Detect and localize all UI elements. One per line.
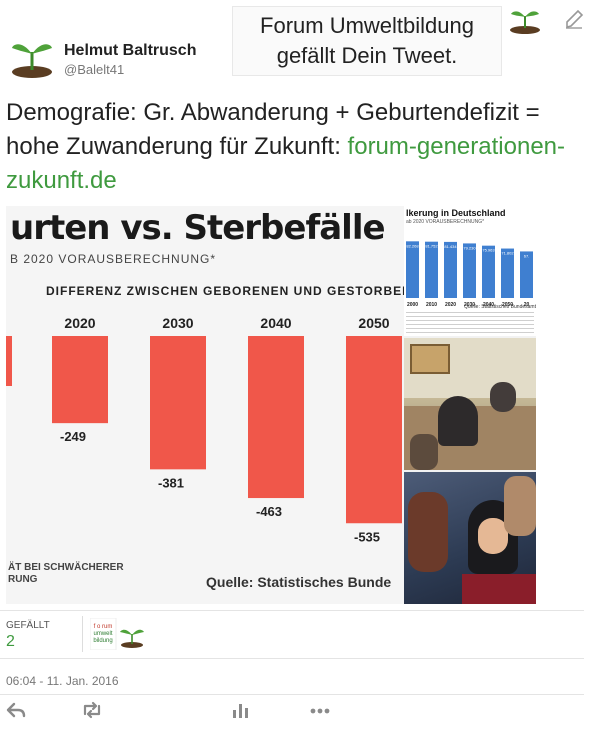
chart-category-label: 2030 [162,315,193,331]
mini-chart-value-label: 67. [524,253,530,258]
tweet-media[interactable]: urten vs. Sterbefälle B 2020 VORAUSBEREC… [6,206,536,604]
mini-chart-value-label: 71.802 [501,251,514,256]
svg-text:bildung: bildung [93,638,112,644]
chart-value-label: -249 [60,429,86,444]
likes-separator [82,616,83,652]
mini-chart-bar [425,241,438,298]
divider-bottom [0,694,584,695]
chart-source: Quelle: Statistisches Bunde [206,574,392,590]
mini-chart-description [406,312,534,334]
divider-middle [0,658,584,659]
people-photo [404,472,536,604]
mini-chart-category-label: 2020 [445,302,456,308]
analytics-icon [233,704,248,718]
chart-header: DIFFERENZ ZWISCHEN GEBORENEN UND GESTORB… [46,284,421,298]
mini-chart-bar [406,241,419,298]
chart-value-label: -463 [256,504,282,519]
compose-icon[interactable] [564,8,584,30]
mini-chart-value-label: 81.434 [444,244,457,249]
liker-avatar[interactable]: f o rum umwelt bildung [90,618,146,650]
reply-icon [6,702,26,718]
population-chart: lkerung in Deutschland ab 2020 VORAUSBER… [404,206,536,336]
divider-top [0,610,584,611]
more-button[interactable] [308,698,332,722]
mini-chart-bar [482,245,495,298]
chart-note: ÄT BEI SCHWÄCHERER RUNG [8,562,124,586]
chart-bar [150,336,206,470]
mini-chart-bar [501,248,514,298]
reply-button[interactable] [6,698,26,722]
mini-chart-source: Quelle: Statistisches Bundesamt [464,304,536,310]
tweet-link[interactable]: forum-generationen-zukunft.de [6,133,565,194]
chart-title: urten vs. Sterbefälle [10,208,386,248]
analytics-button[interactable] [230,698,250,722]
chart-value-label: -381 [158,475,184,490]
chart-category-label: 2020 [64,315,95,331]
chart-note-line-1: ÄT BEI SCHWÄCHERER [8,562,124,573]
chart-bar [248,336,304,499]
chart-bar [346,336,402,524]
mini-chart-bar [520,251,533,298]
birth-death-chart: urten vs. Sterbefälle B 2020 VORAUSBEREC… [6,206,420,604]
author-handle[interactable]: @Balelt41 [64,62,125,77]
likes-label: GEFÄLLT [6,620,50,631]
mini-chart-value-label: 81.752 [425,244,438,249]
author-avatar[interactable] [8,32,56,80]
chart-category-label: 2050 [358,315,389,331]
author-name[interactable]: Helmut Baltrusch [64,42,197,59]
mini-chart-category-label: 2030 [464,302,475,308]
tweet-text: Demografie: Gr. Abwanderung + Geburtende… [6,96,566,198]
chart-category-label: 2040 [260,315,291,331]
chart-plot: 2020 -249 2030 -381 2040 -463 2050 -535 [6,315,402,544]
retweet-button[interactable] [80,698,104,722]
like-notification: Forum Umweltbildung gefällt Dein Tweet. [232,6,502,76]
svg-text:f o rum: f o rum [94,624,113,630]
mini-chart-value-label: 75.963 [482,248,495,253]
retweet-icon [83,701,101,719]
more-icon [310,708,330,714]
chart-bar [52,336,108,424]
chart-value-label: -535 [354,529,380,544]
mini-chart-bar [444,241,457,298]
mini-chart-value-label: 79.230 [463,245,476,250]
classroom-photo [404,338,536,470]
collage-panel: lkerung in Deutschland ab 2020 VORAUSBER… [404,206,536,604]
tweet-timestamp[interactable]: 06:04 - 11. Jan. 2016 [6,674,119,688]
tweet-body: Demografie: Gr. Abwanderung + Geburtende… [6,99,540,160]
notification-line-1: Forum Umweltbildung [260,13,474,38]
mini-chart-subtitle: ab 2020 VORAUSBERECHNUNG* [406,219,485,225]
mini-chart-category-label: 2010 [426,302,437,308]
mini-chart-value-label: 82.268 [406,243,419,248]
mini-chart-category-label: 2040 [483,302,494,308]
chart-subtitle: B 2020 VORAUSBERECHNUNG* [10,252,217,266]
sprout-logo-icon [510,11,540,34]
mini-chart-title: lkerung in Deutschland [406,208,506,218]
mini-chart-category-label: 2050 [502,302,513,308]
mini-chart-category-label: 20 [524,302,530,308]
chart-note-line-2: RUNG [8,574,38,585]
likes-count[interactable]: 2 [6,633,15,650]
mini-chart-bar [463,243,476,298]
notification-line-2: gefällt Dein Tweet. [276,43,458,68]
mini-chart-category-label: 2000 [407,302,418,308]
mini-chart-plot: 82.268 2000 81.752 2010 81.434 2020 79.230 2030… [406,241,533,308]
svg-text:umwelt: umwelt [93,631,112,637]
chart-bar-edge [6,336,12,386]
